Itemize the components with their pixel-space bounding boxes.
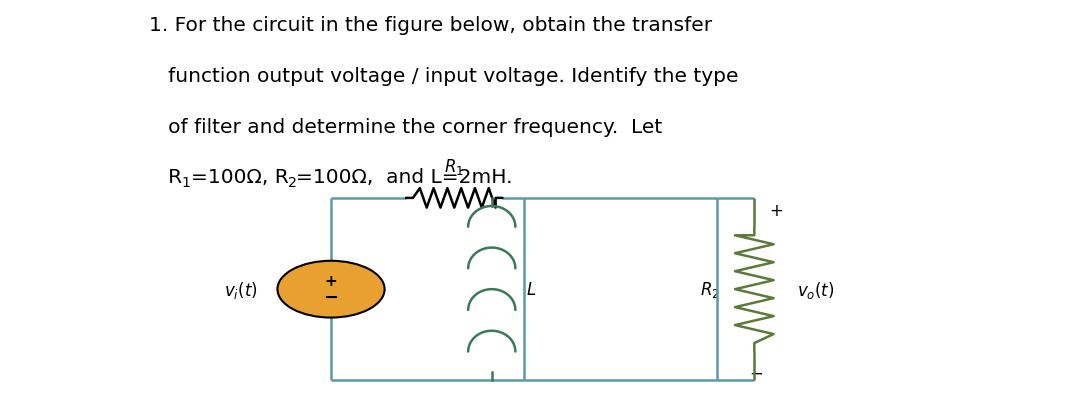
Text: −: − <box>324 289 339 306</box>
Text: R: R <box>149 168 181 187</box>
Text: +: + <box>769 202 783 220</box>
Text: of filter and determine the corner frequency.  Let: of filter and determine the corner frequ… <box>149 117 662 136</box>
Text: function output voltage / input voltage. Identify the type: function output voltage / input voltage.… <box>149 67 739 86</box>
Text: $L$: $L$ <box>526 280 537 299</box>
Ellipse shape <box>278 261 384 318</box>
Text: $v_o(t)$: $v_o(t)$ <box>797 279 835 300</box>
Text: =100Ω, R: =100Ω, R <box>190 168 288 187</box>
Text: 2: 2 <box>287 176 296 189</box>
Text: +: + <box>325 273 337 288</box>
Text: $R_2$: $R_2$ <box>700 280 720 299</box>
Text: $R_1$: $R_1$ <box>444 156 464 176</box>
Text: $v_i(t)$: $v_i(t)$ <box>225 279 258 300</box>
Text: 1. For the circuit in the figure below, obtain the transfer: 1. For the circuit in the figure below, … <box>149 16 712 35</box>
Text: =100Ω,  and L=2mH.: =100Ω, and L=2mH. <box>296 168 513 187</box>
Text: −: − <box>750 363 764 381</box>
Text: 1: 1 <box>181 176 190 189</box>
